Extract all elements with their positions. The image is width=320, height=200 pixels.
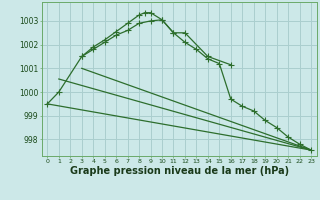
X-axis label: Graphe pression niveau de la mer (hPa): Graphe pression niveau de la mer (hPa) [70, 166, 289, 176]
